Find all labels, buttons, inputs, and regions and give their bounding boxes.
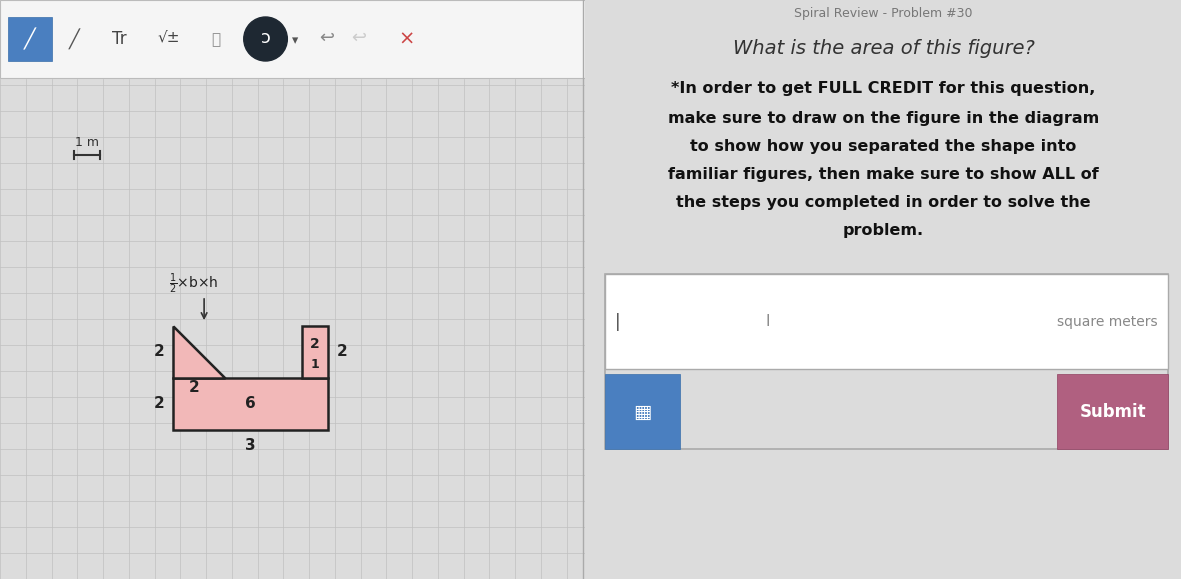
Bar	[605, 374, 680, 449]
Text: 1 m: 1 m	[76, 137, 99, 149]
Text: ↩: ↩	[319, 29, 334, 47]
Text: |: |	[615, 313, 621, 331]
Polygon shape	[174, 326, 224, 378]
Text: square meters: square meters	[1057, 315, 1157, 329]
Text: ↄ: ↄ	[261, 29, 270, 47]
Bar	[302, 326, 328, 378]
Text: ×: ×	[398, 30, 415, 49]
Text: ↩: ↩	[351, 29, 366, 47]
Text: 2: 2	[155, 397, 165, 412]
Bar	[0, 0, 585, 78]
Text: Spiral Review - Problem #30: Spiral Review - Problem #30	[795, 8, 973, 20]
Text: 3: 3	[246, 438, 256, 453]
Text: *In order to get FULL CREDIT for this question,: *In order to get FULL CREDIT for this qu…	[671, 82, 1096, 97]
Bar	[1057, 374, 1168, 449]
Text: make sure to draw on the figure in the diagram: make sure to draw on the figure in the d…	[667, 112, 1100, 126]
Text: to show how you separated the shape into: to show how you separated the shape into	[690, 140, 1077, 155]
Text: 1: 1	[311, 358, 320, 372]
Text: problem.: problem.	[843, 223, 924, 239]
Text: 2: 2	[189, 380, 200, 395]
Text: Submit: Submit	[1079, 403, 1146, 421]
Text: ⬩: ⬩	[211, 32, 221, 47]
Bar	[8, 17, 52, 61]
Text: 6: 6	[246, 397, 256, 412]
Text: I: I	[765, 314, 770, 329]
Circle shape	[243, 17, 287, 61]
Text: $\frac{1}{2}$×b×h: $\frac{1}{2}$×b×h	[169, 272, 218, 296]
Bar	[174, 378, 328, 430]
Text: 2: 2	[337, 345, 347, 360]
Text: Tr: Tr	[111, 30, 126, 48]
Text: 2: 2	[155, 345, 165, 360]
Bar	[605, 274, 1168, 369]
Text: √±: √±	[157, 30, 180, 45]
Text: ╱: ╱	[24, 28, 35, 50]
Text: ▾: ▾	[292, 35, 299, 47]
Text: ▦: ▦	[633, 402, 652, 422]
Text: 2: 2	[311, 337, 320, 351]
Bar	[605, 274, 1168, 449]
Text: familiar figures, then make sure to show ALL of: familiar figures, then make sure to show…	[668, 167, 1098, 182]
Text: ╱: ╱	[68, 28, 80, 50]
Text: What is the area of this figure?: What is the area of this figure?	[732, 39, 1035, 58]
Text: the steps you completed in order to solve the: the steps you completed in order to solv…	[677, 195, 1091, 210]
